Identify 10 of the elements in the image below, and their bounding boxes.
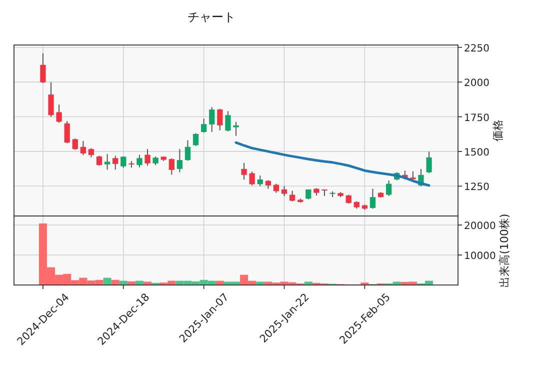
y-tick-label: 1750 — [464, 112, 490, 124]
y-tick-label: 1250 — [464, 182, 490, 194]
y-tick-label: 1500 — [464, 147, 490, 158]
y-axis-title: 出来高(100株) — [498, 214, 511, 288]
y-tick-label: 20000 — [464, 221, 496, 232]
y-tick-label: 2000 — [464, 78, 490, 90]
y-tick-label: 2250 — [464, 43, 490, 54]
y-tick-label: 10000 — [464, 251, 496, 262]
y-axis-title: 価格 — [491, 120, 504, 142]
chart-title: チャート — [188, 10, 236, 24]
